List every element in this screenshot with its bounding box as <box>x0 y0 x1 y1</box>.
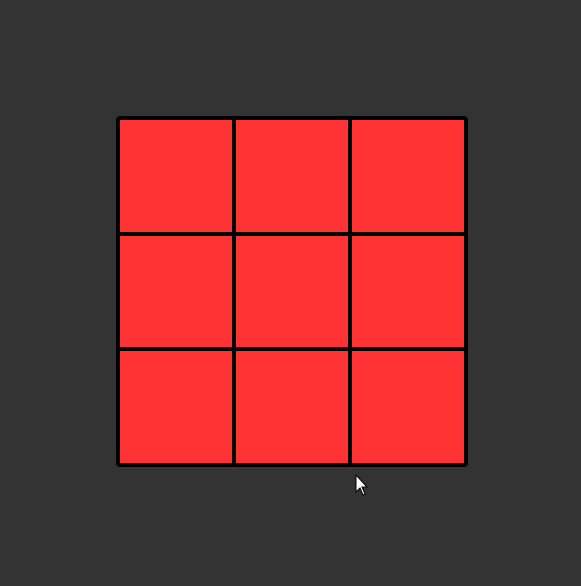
board-cell-r1-c3[interactable] <box>352 120 464 232</box>
board-cell-r2-c1[interactable] <box>120 235 232 348</box>
game-board <box>116 116 468 467</box>
board-cell-r3-c1[interactable] <box>120 351 232 463</box>
board-cell-r3-c3[interactable] <box>352 351 464 463</box>
mouse-pointer-icon <box>355 474 369 496</box>
board-cell-r1-c2[interactable] <box>236 120 348 232</box>
board-cell-r1-c1[interactable] <box>120 120 232 232</box>
board-cell-r2-c2[interactable] <box>236 235 348 348</box>
board-cell-r2-c3[interactable] <box>352 235 464 348</box>
board-cell-r3-c2[interactable] <box>236 351 348 463</box>
